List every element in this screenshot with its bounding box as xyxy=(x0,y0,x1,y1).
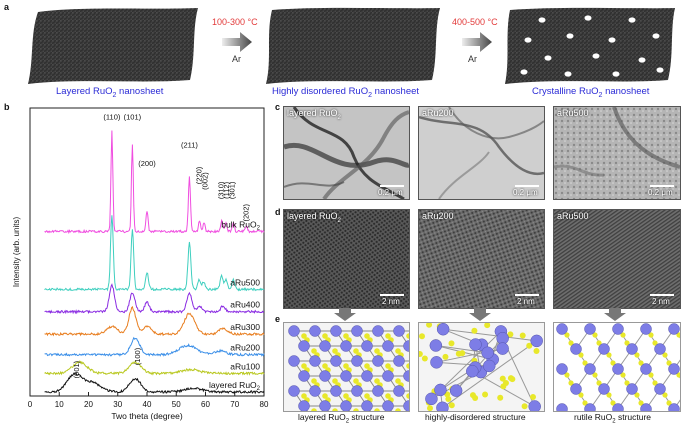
x-tick-label: 80 xyxy=(260,400,269,409)
hrtem-aru500-texture xyxy=(554,210,680,308)
arrow-2-gas: Ar xyxy=(468,54,477,64)
xrd-series-aru300 xyxy=(44,305,265,337)
tem-layered-label: layered RuO2 xyxy=(287,108,341,121)
tem-aru500: aRu500 0.2 μm xyxy=(553,106,681,200)
disordered-nanosheet-image xyxy=(266,7,440,84)
series-label: bulk RuO2 xyxy=(221,219,260,231)
x-axis-label: Two theta (degree) xyxy=(111,411,183,421)
hrtem-layered-texture xyxy=(284,210,409,308)
hrtem-layered: layered RuO2 2 nm xyxy=(283,209,410,309)
tem-aru500-texture xyxy=(554,107,680,199)
series-label: aRu500 xyxy=(230,277,260,287)
series-label: layered RuO2 xyxy=(209,380,261,392)
x-tick-label: 70 xyxy=(230,400,239,409)
xrd-series-bulk-ruo2 xyxy=(44,130,265,235)
process-arrow-1 xyxy=(222,32,252,52)
xrd-series-aru500 xyxy=(44,215,265,292)
structure-rutile-model xyxy=(554,323,680,411)
x-tick-label: 30 xyxy=(113,400,122,409)
arrow-1-gas: Ar xyxy=(232,54,241,64)
series-label: aRu100 xyxy=(230,361,260,371)
structure-layered xyxy=(283,322,410,412)
xrd-series-layered-ruo2 xyxy=(44,372,265,395)
panel-a-label: a xyxy=(4,2,10,12)
peak-annotation: (310) xyxy=(217,181,226,199)
arrow-2-temp: 400-500 °C xyxy=(452,17,498,27)
peak-annotation: (101) xyxy=(124,112,142,121)
hrtem-aru500: aRu500 2 nm xyxy=(553,209,681,309)
hrtem-aru200-scalebar xyxy=(515,294,539,296)
tem-layered-scale: 0.2 μm xyxy=(378,188,403,197)
x-tick-label: 10 xyxy=(55,400,64,409)
sheet-1-caption: Layered RuO2 nanosheet xyxy=(56,86,164,99)
xrd-series-aru100 xyxy=(44,359,265,376)
hrtem-layered-label: layered RuO2 xyxy=(287,211,341,224)
tem-aru500-scale: 0.2 μm xyxy=(648,188,673,197)
peak-annotation: (211) xyxy=(181,140,198,149)
structure-layered-model xyxy=(284,323,409,411)
process-arrow-2 xyxy=(462,32,492,52)
peak-annotation: (002) xyxy=(201,172,210,190)
crystalline-nanosheet-image xyxy=(505,7,675,84)
x-tick-label: 60 xyxy=(201,400,210,409)
peak-annotation: (200) xyxy=(138,159,156,168)
y-axis-label: Intensity (arb. units) xyxy=(12,217,21,288)
sheet-3-caption: Crystalline RuO2 nanosheet xyxy=(532,86,650,99)
xrd-series-aru400 xyxy=(44,283,265,315)
hrtem-aru200-scale: 2 nm xyxy=(517,297,535,306)
peak-annotation: (100) xyxy=(133,347,142,365)
xrd-chart: 0 10 20 30 40 50 60 70 80 Two theta (degree) Inten… xyxy=(12,107,269,421)
tem-aru200-scalebar xyxy=(515,185,539,187)
tem-layered: layered RuO2 0.2 μm xyxy=(283,106,410,200)
tem-aru500-scalebar xyxy=(650,185,674,187)
tem-aru200-scale: 0.2 μm xyxy=(513,188,538,197)
hrtem-layered-scalebar xyxy=(380,294,404,296)
hrtem-layered-scale: 2 nm xyxy=(382,297,400,306)
xrd-series-aru200 xyxy=(44,336,265,357)
peak-annotation: (001) xyxy=(72,360,81,378)
tem-layered-scalebar xyxy=(380,185,404,187)
panel-b-label: b xyxy=(4,102,10,112)
structure-disordered xyxy=(418,322,545,412)
tem-aru500-label: aRu500 xyxy=(557,108,589,118)
hrtem-aru500-scale: 2 nm xyxy=(652,297,670,306)
x-tick-label: 40 xyxy=(143,400,152,409)
panel-d-label: d xyxy=(275,207,281,217)
structure-1-caption: layered RuO2 structure xyxy=(298,412,385,425)
series-label: aRu400 xyxy=(230,300,260,310)
tem-layered-texture xyxy=(284,107,409,199)
series-label: aRu200 xyxy=(230,343,260,353)
x-tick-label: 20 xyxy=(84,400,93,409)
panel-e-label: e xyxy=(275,314,281,324)
hrtem-aru200: aRu200 2 nm xyxy=(418,209,545,309)
tem-aru200-texture xyxy=(419,107,544,199)
peak-annotation: (110) xyxy=(103,112,120,121)
panel-c-label: c xyxy=(275,102,281,112)
x-tick-label: 0 xyxy=(28,400,33,409)
panel-a-illustration xyxy=(28,7,675,84)
structure-rutile xyxy=(553,322,681,412)
arrow-1-temp: 100-300 °C xyxy=(212,17,258,27)
panel-e-arrows xyxy=(334,308,626,321)
x-tick-label: 50 xyxy=(172,400,181,409)
peak-annotation: (220) xyxy=(195,166,204,184)
hrtem-aru200-texture xyxy=(419,210,544,308)
nanosheet-pores xyxy=(520,15,664,77)
structure-3-caption: rutile RuO2 structure xyxy=(574,412,652,425)
plot-frame xyxy=(29,107,265,397)
layered-nanosheet-image xyxy=(28,8,198,84)
peak-annotation: (112) xyxy=(222,181,231,198)
peak-annotation: (202) xyxy=(241,204,250,222)
sheet-2-caption: Highly disordered RuO2 nanosheet xyxy=(272,86,420,99)
hrtem-aru200-label: aRu200 xyxy=(422,211,454,221)
structure-disordered-model xyxy=(419,323,544,411)
peak-annotation: (301) xyxy=(228,181,237,199)
structure-2-caption: highly-disordered structure xyxy=(425,412,526,422)
tem-aru200-label: aRu200 xyxy=(422,108,454,118)
hrtem-aru500-scalebar xyxy=(650,294,674,296)
tem-aru200: aRu200 0.2 μm xyxy=(418,106,545,200)
hrtem-aru500-label: aRu500 xyxy=(557,211,589,221)
series-label: aRu300 xyxy=(230,322,260,332)
